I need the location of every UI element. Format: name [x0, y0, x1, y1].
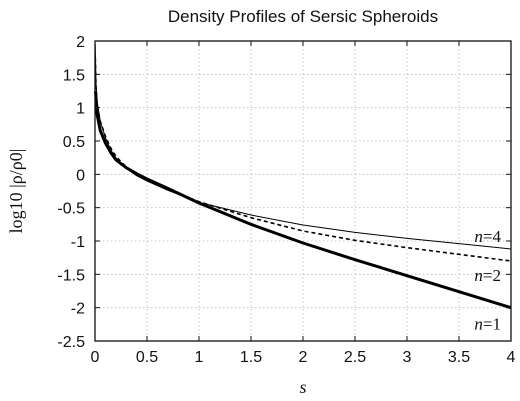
y-tick-label: 2: [76, 34, 85, 51]
curve-label-n2: n=2: [474, 266, 501, 285]
y-tick-label: 0.5: [63, 134, 85, 151]
y-tick-label: 1.5: [63, 67, 85, 84]
grid-lines: [95, 41, 511, 341]
curve-n1: [94, 90, 512, 310]
curve-labels: n=4 n=2 n=1: [474, 227, 501, 334]
data-curves: [94, 44, 512, 310]
curve-n4: [94, 44, 512, 250]
y-tick-label: 1: [76, 101, 85, 118]
x-tick-label: 0.5: [136, 349, 158, 366]
x-tick-label: 2: [299, 349, 308, 366]
x-tick-label: 0: [91, 349, 100, 366]
y-tick-label: 0: [76, 167, 85, 184]
curve-label-n4: n=4: [474, 227, 501, 246]
y-tick-label: -1: [71, 234, 85, 251]
y-tick-label: -2: [71, 301, 85, 318]
y-axis-label: log10 |ρ/ρ0|: [6, 149, 26, 234]
x-tick-label: 2.5: [344, 349, 366, 366]
curve-n2: [94, 57, 512, 262]
y-tick-label: -1.5: [57, 267, 85, 284]
x-tick-label: 1: [195, 349, 204, 366]
chart-title: Density Profiles of Sersic Spheroids: [168, 7, 438, 26]
x-tick-label: 3.5: [448, 349, 470, 366]
y-tick-label: -2.5: [57, 334, 85, 351]
y-tick-label: -0.5: [57, 201, 85, 218]
x-tick-label: 3: [403, 349, 412, 366]
axis-ticks: 0 0.5 1 1.5 2 2.5 3 3.5 4 2 1.5 1 0.5 0 -0.5 -1 -1.5 -2 -2…: [57, 34, 515, 366]
curve-label-n1: n=1: [474, 315, 501, 334]
x-tick-label: 4: [507, 349, 516, 366]
x-tick-label: 1.5: [240, 349, 262, 366]
x-axis-label: s: [299, 377, 306, 397]
